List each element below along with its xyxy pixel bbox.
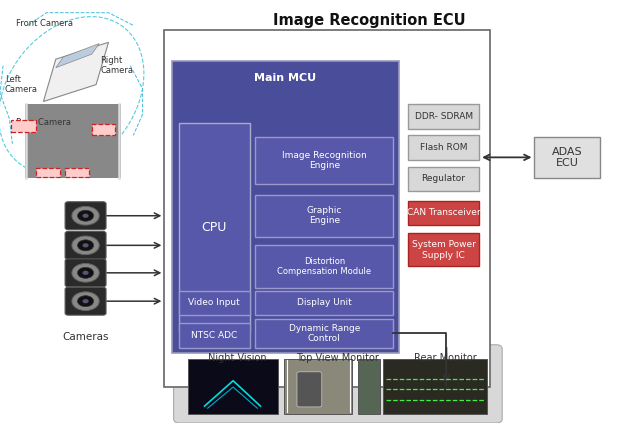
FancyBboxPatch shape — [408, 104, 479, 129]
Text: System Power
Supply IC: System Power Supply IC — [412, 240, 476, 260]
FancyBboxPatch shape — [179, 123, 250, 332]
FancyBboxPatch shape — [255, 319, 393, 348]
Text: Regulator: Regulator — [422, 174, 466, 184]
Circle shape — [82, 299, 89, 303]
Circle shape — [72, 292, 99, 310]
Polygon shape — [43, 42, 108, 102]
Circle shape — [72, 206, 99, 225]
FancyBboxPatch shape — [383, 359, 487, 414]
Circle shape — [82, 243, 89, 247]
Text: Left
Camera: Left Camera — [5, 75, 38, 94]
Text: Distortion
Compensation Module: Distortion Compensation Module — [277, 257, 371, 276]
Circle shape — [78, 267, 94, 278]
Text: DDR- SDRAM: DDR- SDRAM — [415, 112, 472, 121]
FancyBboxPatch shape — [65, 168, 89, 177]
Circle shape — [72, 264, 99, 282]
FancyBboxPatch shape — [65, 202, 106, 230]
FancyBboxPatch shape — [188, 359, 278, 414]
FancyBboxPatch shape — [11, 120, 36, 132]
FancyBboxPatch shape — [36, 168, 60, 177]
FancyBboxPatch shape — [65, 231, 106, 259]
Text: Front Camera: Front Camera — [16, 19, 73, 27]
Text: Cameras: Cameras — [62, 332, 109, 342]
Circle shape — [82, 214, 89, 218]
FancyBboxPatch shape — [172, 61, 399, 353]
Text: Image Recognition ECU: Image Recognition ECU — [273, 13, 465, 27]
FancyBboxPatch shape — [65, 259, 106, 287]
FancyBboxPatch shape — [408, 135, 479, 160]
Circle shape — [78, 210, 94, 221]
FancyBboxPatch shape — [255, 195, 393, 237]
Text: Video Input: Video Input — [188, 298, 240, 308]
Circle shape — [78, 240, 94, 251]
FancyBboxPatch shape — [255, 245, 393, 288]
FancyBboxPatch shape — [255, 137, 393, 184]
Text: Right
Camera: Right Camera — [100, 56, 133, 75]
Text: Display Unit: Display Unit — [297, 298, 352, 308]
FancyBboxPatch shape — [408, 201, 479, 225]
Circle shape — [82, 271, 89, 275]
FancyBboxPatch shape — [25, 104, 121, 178]
FancyBboxPatch shape — [65, 287, 106, 315]
Text: ADAS
ECU: ADAS ECU — [552, 147, 582, 168]
FancyBboxPatch shape — [179, 291, 250, 315]
FancyBboxPatch shape — [179, 323, 250, 348]
FancyBboxPatch shape — [255, 291, 393, 315]
Text: Rear Monitor: Rear Monitor — [414, 353, 477, 363]
Text: Top View Monitor: Top View Monitor — [296, 353, 379, 363]
Text: Image Recognition
Engine: Image Recognition Engine — [282, 151, 366, 170]
Circle shape — [72, 236, 99, 255]
Text: CPU: CPU — [202, 221, 227, 234]
Text: NTSC ADC: NTSC ADC — [191, 331, 237, 340]
FancyBboxPatch shape — [534, 137, 600, 178]
FancyBboxPatch shape — [408, 167, 479, 191]
Text: Main MCU: Main MCU — [254, 73, 317, 83]
Polygon shape — [56, 44, 99, 68]
FancyBboxPatch shape — [174, 345, 502, 423]
Text: Rear Camera: Rear Camera — [16, 118, 71, 127]
Text: Flash ROM: Flash ROM — [420, 143, 467, 152]
FancyBboxPatch shape — [297, 372, 322, 407]
FancyBboxPatch shape — [164, 30, 490, 387]
FancyBboxPatch shape — [408, 233, 479, 266]
FancyBboxPatch shape — [358, 359, 380, 414]
Text: CAN Transceiver: CAN Transceiver — [407, 208, 480, 217]
Text: Night Vision: Night Vision — [208, 353, 266, 363]
Circle shape — [78, 296, 94, 307]
Text: Dynamic Range
Control: Dynamic Range Control — [288, 324, 360, 343]
FancyBboxPatch shape — [92, 124, 115, 135]
FancyBboxPatch shape — [284, 359, 352, 414]
Text: Graphic
Engine: Graphic Engine — [306, 206, 342, 225]
